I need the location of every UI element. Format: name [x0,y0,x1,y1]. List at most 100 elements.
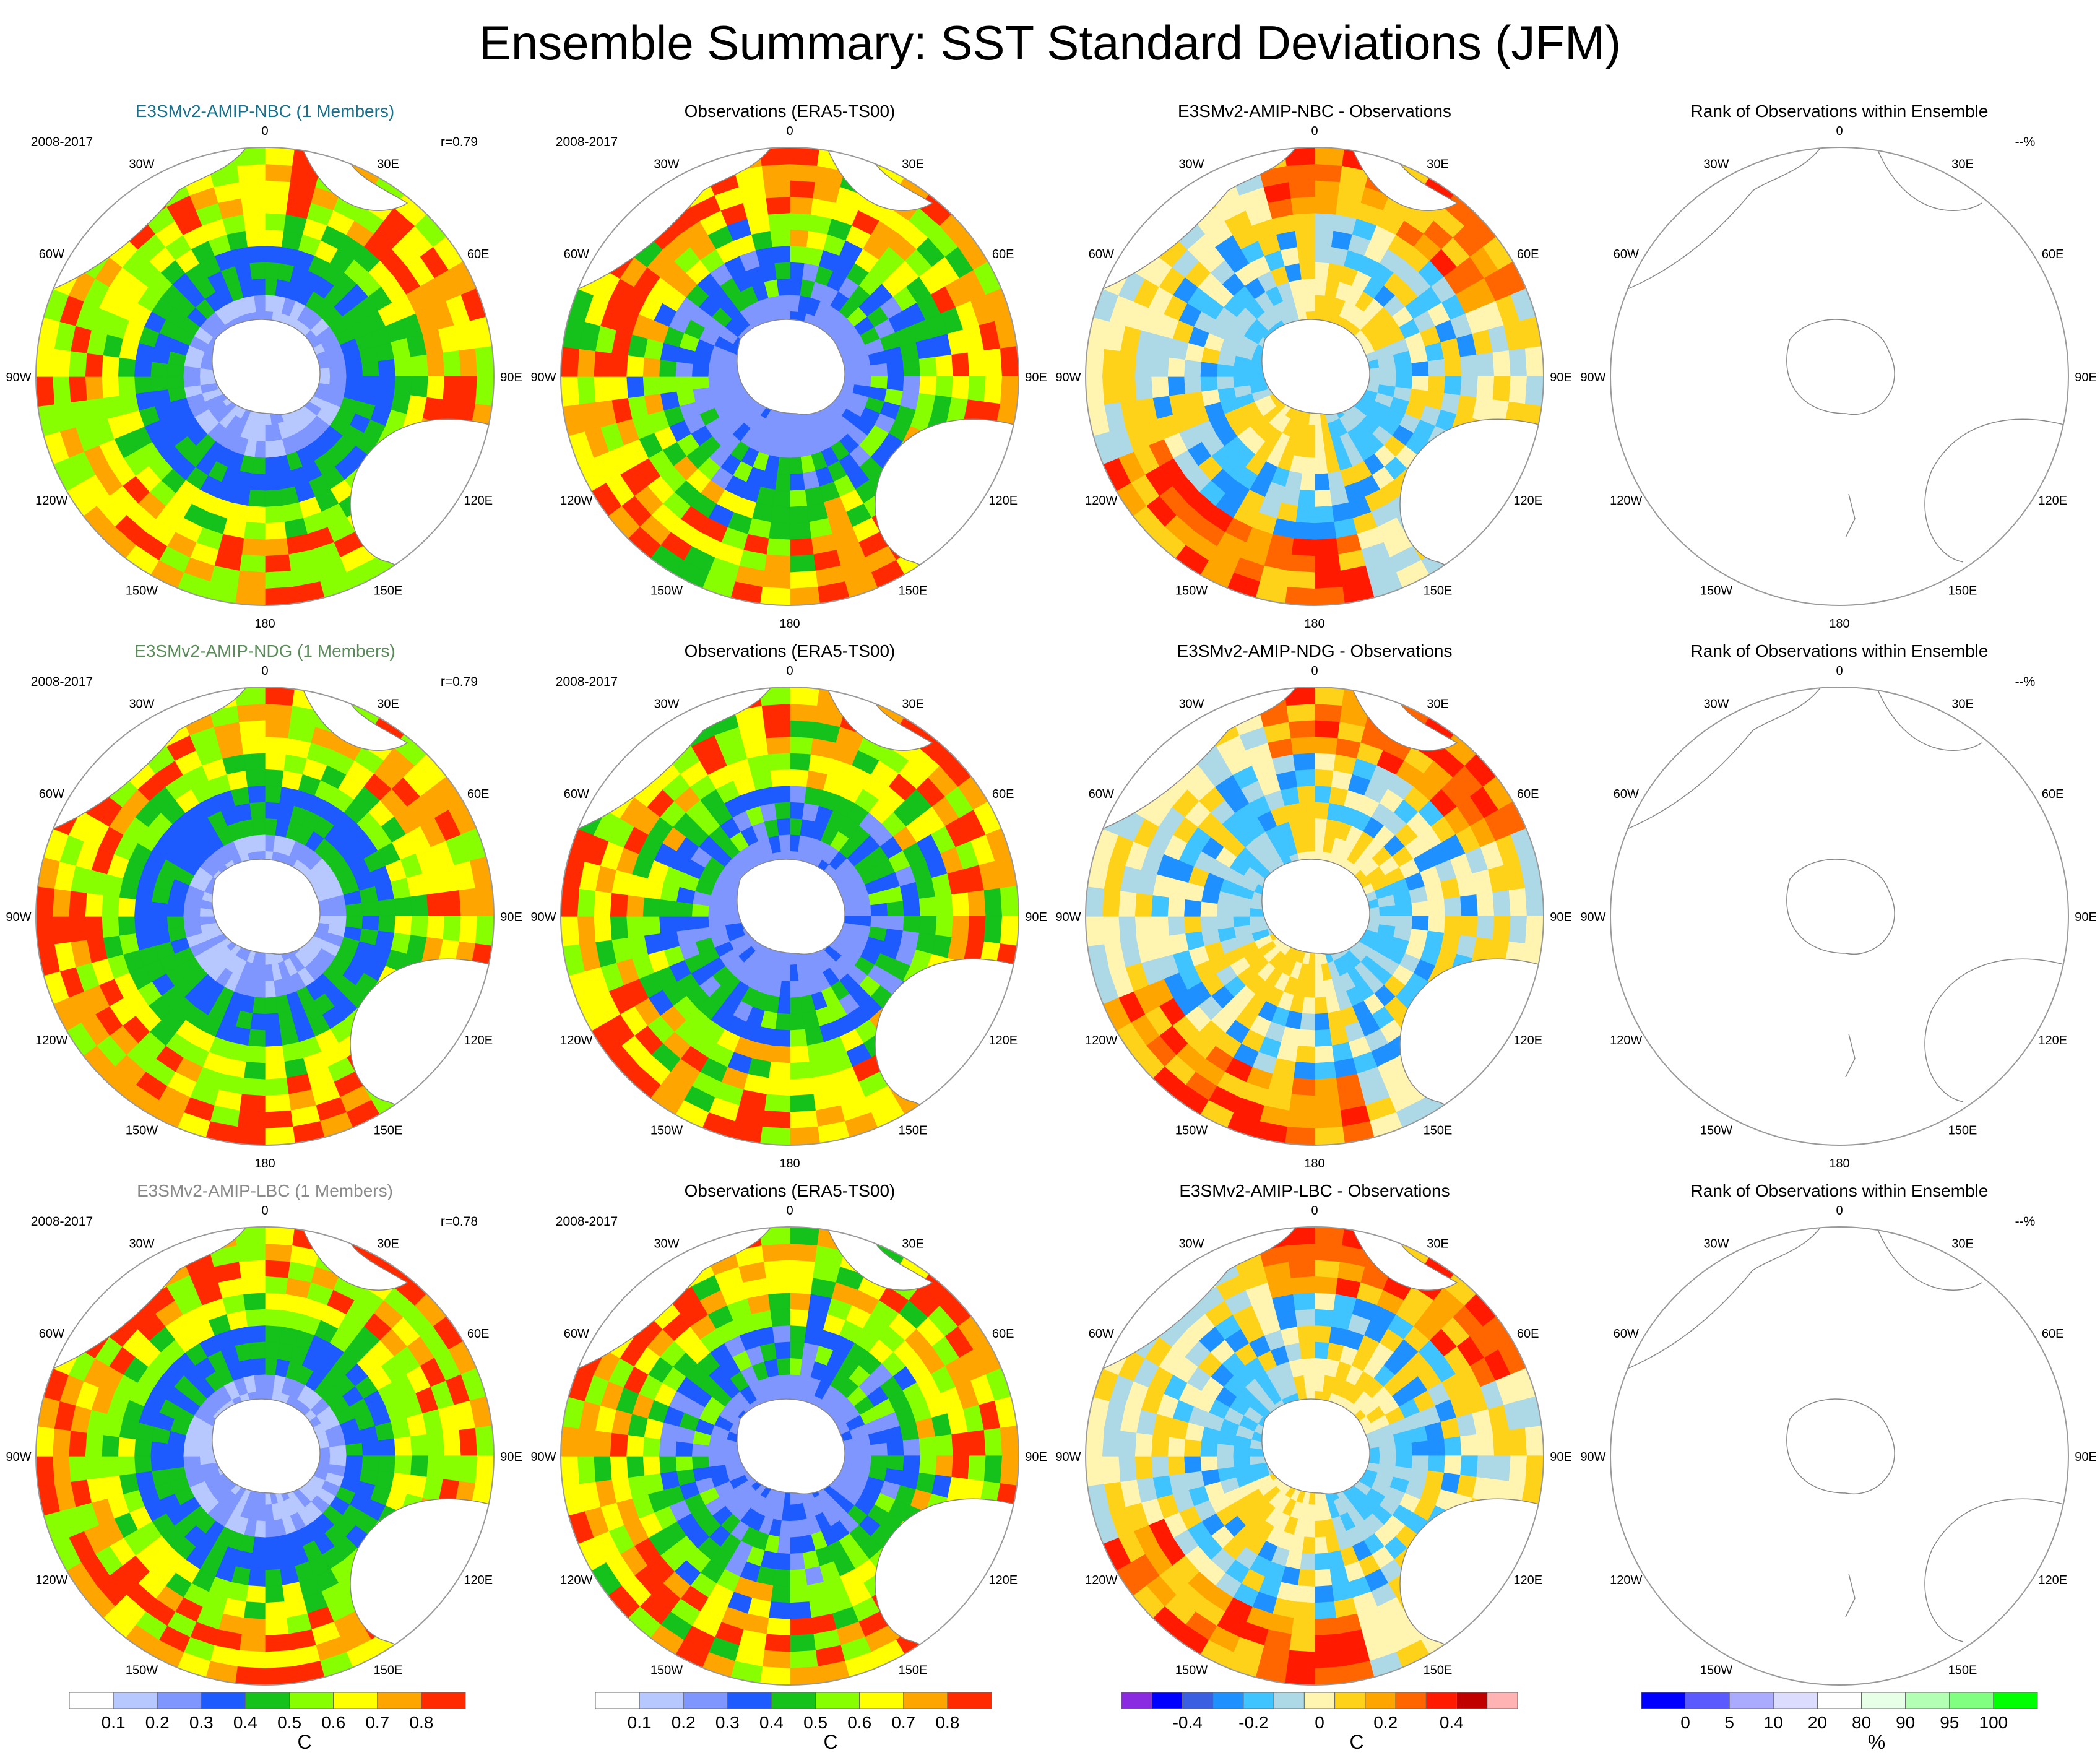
colorbar-swatch [859,1692,904,1709]
longitude-label: 60E [1517,1327,1539,1341]
longitude-label: 30E [1951,157,1974,171]
colorbar-tick-label: 0.4 [1440,1713,1464,1732]
colorbar-swatch [201,1692,246,1709]
longitude-label: 30E [377,157,399,171]
longitude-label: 60W [39,1327,64,1341]
longitude-label: 0 [1311,124,1318,138]
longitude-label: 120W [1610,494,1642,508]
colorbar-swatch [727,1692,772,1709]
map-boundary [560,687,1019,1146]
longitude-label: 30W [654,697,679,711]
colorbar-tick-label: 0.3 [715,1713,740,1732]
colorbar-unit: % [1867,1731,1886,1753]
longitude-label: 90E [2075,371,2097,384]
map-boundary [560,1226,1019,1686]
longitude-label: 150W [126,1124,158,1138]
map-boundary [35,147,495,606]
colorbar-model-sd: 0.1 0.2 0.3 0.4 0.5 0.6 0.7 0.8 C [69,1690,540,1753]
longitude-label: 90W [6,911,31,924]
panel-obs-row-1: Observations (ERA5-TS00) 0 30E 60E 90E 120E 15… [527,99,1052,638]
longitude-label: 30W [1178,157,1204,171]
longitude-label: 60E [2042,248,2064,261]
longitude-label: 180 [254,617,275,631]
longitude-label: 60E [2042,787,2064,801]
longitude-label: 150E [899,584,928,598]
colorbar-unit: C [297,1731,312,1753]
longitude-label: 30W [129,1237,154,1250]
longitude-label: 0 [786,124,793,138]
colorbar-swatch [1861,1692,1906,1709]
longitude-label: 120W [1610,1034,1642,1047]
colorbar-swatch [1395,1692,1427,1709]
longitude-label: 150W [650,1664,683,1678]
panel-title: E3SMv2-AMIP-LBC - Observations [1179,1181,1450,1200]
colorbar-tick-label: 0 [1680,1713,1690,1732]
longitude-label: 0 [261,664,268,678]
longitude-label: 90E [500,371,522,384]
longitude-label: 60E [467,787,490,801]
longitude-label: 90W [1580,371,1605,384]
longitude-label: 150E [1948,1124,1977,1138]
colorbar-tick-label: 0.8 [935,1713,959,1732]
panel-title: E3SMv2-AMIP-NBC - Observations [1178,102,1451,121]
correlation-label: r=0.78 [441,1215,478,1229]
longitude-label: 150E [374,1124,403,1138]
colorbar-tick-label: 0.7 [365,1713,389,1732]
longitude-label: 150W [1700,1664,1732,1678]
period-label: 2008-2017 [556,1215,618,1229]
longitude-label: 30W [654,157,679,171]
longitude-label: 150W [1700,1124,1732,1138]
map-boundary [1085,1226,1544,1686]
longitude-label: 30E [1951,697,1974,711]
correlation-label: r=0.79 [441,135,478,149]
longitude-label: 60W [564,1327,589,1341]
longitude-label: 150W [1175,1124,1208,1138]
longitude-label: 30E [902,697,924,711]
colorbar-tick-label: 0.5 [803,1713,827,1732]
colorbar-swatch [947,1692,992,1709]
colorbar-tick-label: 0.4 [759,1713,784,1732]
longitude-label: 90E [1550,1450,1572,1464]
map-field [1610,147,2068,605]
longitude-label: 150E [374,1664,403,1678]
colorbar-tick-label: 10 [1764,1713,1783,1732]
colorbar-diff: -0.4 -0.2 0 0.2 0.4 C [1121,1690,1592,1753]
longitude-label: 90E [1550,911,1572,924]
longitude-label: 0 [786,1204,793,1218]
longitude-label: 30E [1951,1237,1974,1250]
longitude-label: 60E [992,1327,1014,1341]
longitude-label: 0 [1311,664,1318,678]
longitude-label: 150W [650,584,683,598]
colorbar-obs-sd-swatches: 0.1 0.2 0.3 0.4 0.5 0.6 0.7 0.8 [595,1692,992,1732]
longitude-label: 120E [1513,1574,1542,1587]
longitude-label: 30W [1703,697,1729,711]
longitude-label: 30W [1178,1237,1204,1250]
longitude-label: 90E [1025,1450,1047,1464]
longitude-label: 150E [1424,1124,1453,1138]
colorbar-tick-label: 0.1 [102,1713,126,1732]
longitude-label: 60W [1614,787,1639,801]
colorbar-diff-swatches: -0.4 -0.2 0 0.2 0.4 [1121,1692,1518,1732]
longitude-label: 90W [6,371,31,384]
colorbar-tick-label: 0.6 [847,1713,871,1732]
colorbar-swatch [1243,1692,1274,1709]
longitude-label: 150W [1175,1664,1208,1678]
map-field [561,1227,1019,1685]
colorbar-swatch [1993,1692,2038,1709]
panel-title: Observations (ERA5-TS00) [684,102,896,121]
longitude-label: 150E [899,1124,928,1138]
longitude-label: 90E [1025,371,1047,384]
longitude-label: 150W [126,584,158,598]
colorbar-swatch [421,1692,466,1709]
longitude-label: 120E [464,1574,493,1587]
map-boundary [1610,147,2069,606]
correlation-label: r=0.79 [441,675,478,689]
longitude-label: 120E [1513,494,1542,508]
polar-map: 030E60E90E120E150E180150W120W90W60W30W20… [6,1204,522,1710]
colorbar-tick-label: 80 [1852,1713,1871,1732]
colorbar-tick-label: 0.2 [1373,1713,1398,1732]
longitude-label: 120W [35,1574,67,1587]
longitude-label: 30E [1427,697,1449,711]
longitude-label: 90E [1550,371,1572,384]
longitude-label: 60W [564,787,589,801]
